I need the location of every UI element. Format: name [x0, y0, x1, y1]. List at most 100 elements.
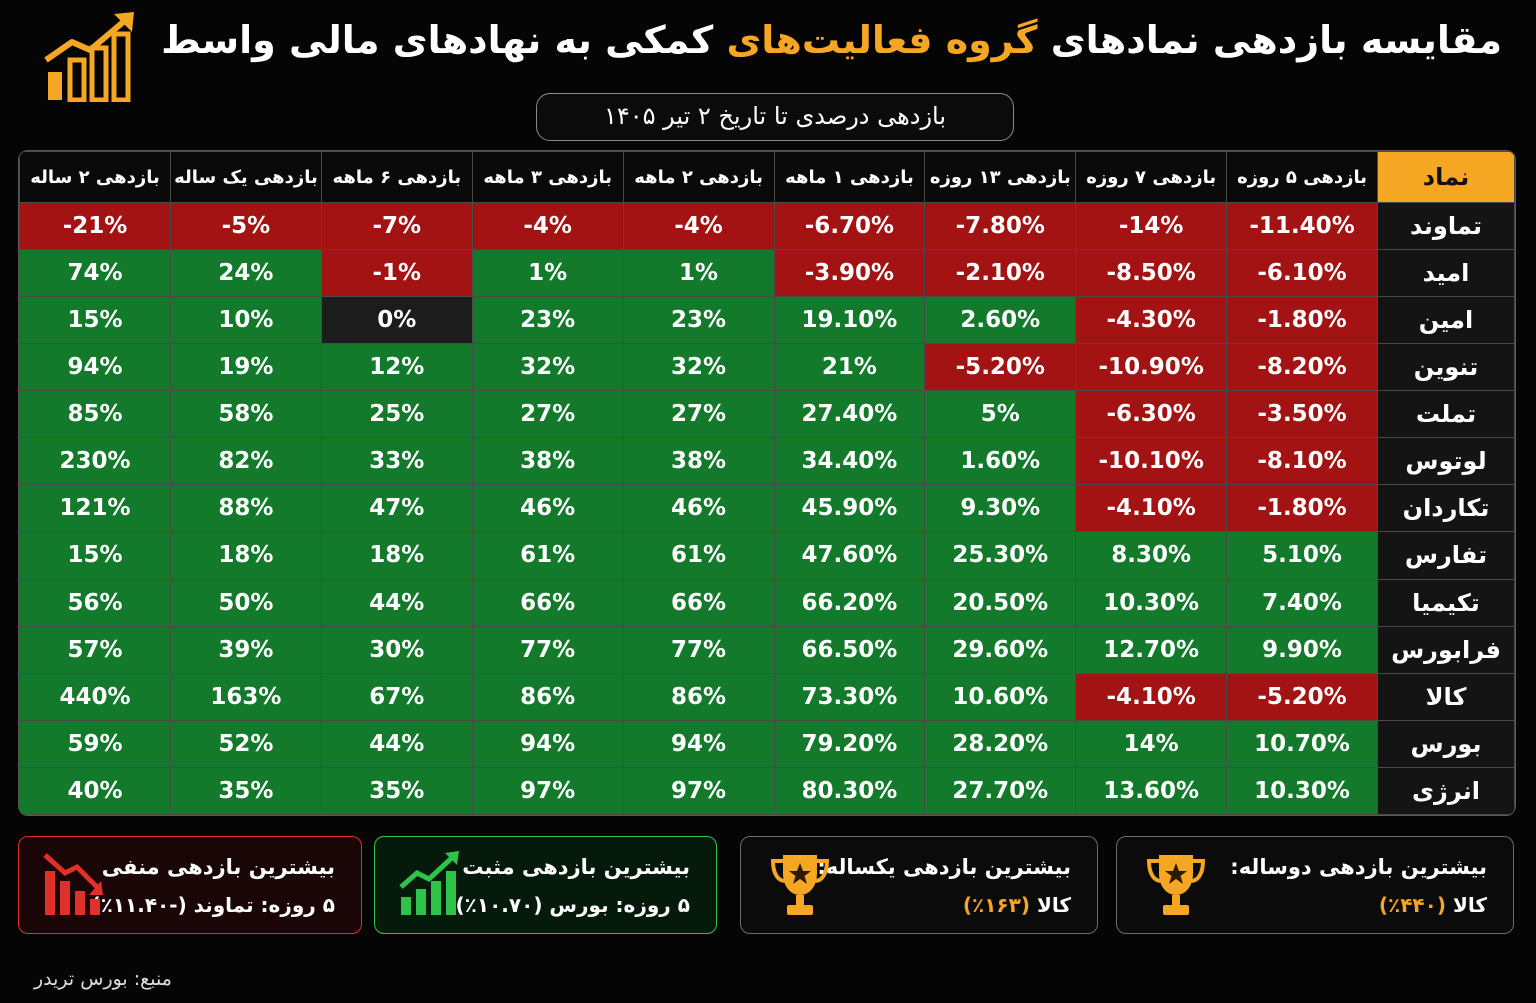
- return-value: -2.10%: [955, 260, 1045, 287]
- return-value: 47%: [369, 495, 425, 522]
- return-value: 15%: [67, 542, 123, 569]
- return-value: 7.40%: [1262, 589, 1342, 616]
- return-value: 73.30%: [801, 683, 898, 710]
- return-value: 23%: [671, 307, 727, 334]
- return-value: 18%: [218, 542, 274, 569]
- return-cell: 12%: [320, 343, 473, 392]
- return-cell: 77%: [622, 625, 775, 674]
- return-value: -4%: [523, 213, 572, 240]
- return-value: 66%: [520, 589, 576, 616]
- return-cell: 163%: [170, 672, 322, 721]
- symbol-cell: تکاردان: [1377, 484, 1515, 533]
- return-cell: 94%: [19, 343, 171, 392]
- return-value: 40%: [67, 777, 123, 804]
- return-cell: 27%: [471, 390, 624, 439]
- column-header-symbol: نماد: [1377, 151, 1515, 203]
- column-header: بازدهی ۱۳ روزه: [924, 151, 1077, 203]
- return-cell: 94%: [471, 719, 624, 768]
- return-value: 77%: [520, 636, 576, 663]
- return-value: 52%: [218, 730, 274, 757]
- return-value: 440%: [59, 683, 131, 710]
- return-value: 0%: [377, 307, 417, 334]
- header: مقایسه بازدهی نمادهای گروه فعالیت‌های کم…: [20, 8, 1516, 102]
- column-header: بازدهی یک ساله: [170, 151, 322, 203]
- return-value: 82%: [218, 448, 274, 475]
- return-cell: 9.90%: [1226, 625, 1378, 674]
- return-cell: 19%: [170, 343, 322, 392]
- table-row: فرابورس 9.90% 12.70% 29.60% 66.50% 77% 77% 30% 3…: [19, 625, 1515, 674]
- column-header: بازدهی ۲ ساله: [19, 151, 171, 203]
- return-value: 35%: [369, 777, 425, 804]
- return-cell: 67%: [320, 672, 473, 721]
- column-header: بازدهی ۵ روزه: [1226, 151, 1378, 203]
- return-cell: 88%: [170, 484, 322, 533]
- return-cell: -1.80%: [1226, 484, 1378, 533]
- return-value: 13.60%: [1103, 777, 1200, 804]
- return-cell: 52%: [170, 719, 322, 768]
- return-value: 2.60%: [960, 307, 1041, 334]
- card-sub: ۵ روزه: بورس (۱۰.۷۰٪): [455, 893, 690, 917]
- return-cell: 5.10%: [1226, 531, 1378, 580]
- return-value: 23%: [520, 307, 576, 334]
- return-cell: 1%: [471, 249, 624, 298]
- card-sub: ۵ روزه: تماوند (-۱۱.۴۰٪): [91, 893, 335, 917]
- card-title: بیشترین بازدهی یکساله:: [817, 855, 1071, 879]
- return-value: 97%: [520, 777, 576, 804]
- return-cell: -4%: [471, 201, 624, 251]
- return-cell: 20.50%: [924, 578, 1077, 627]
- title-part: کمکی به نهادهای مالی واسط: [161, 18, 727, 62]
- return-value: -8.10%: [1257, 448, 1347, 475]
- return-cell: 56%: [19, 578, 171, 627]
- return-cell: -3.50%: [1226, 390, 1378, 439]
- return-value: -10.10%: [1098, 448, 1204, 475]
- return-cell: 77%: [471, 625, 624, 674]
- return-value: 85%: [67, 401, 123, 428]
- return-cell: 44%: [320, 719, 473, 768]
- table-row: امید -6.10% -8.50% -2.10% -3.90% 1% 1% -1% 24% 74…: [19, 249, 1515, 298]
- return-value: 5.10%: [1262, 542, 1342, 569]
- column-header: بازدهی ۳ ماهه: [471, 151, 624, 203]
- return-value: -7%: [372, 213, 422, 240]
- return-value: 45.90%: [801, 495, 898, 522]
- return-cell: -1%: [320, 249, 473, 298]
- return-cell: 38%: [622, 437, 775, 486]
- return-value: 38%: [520, 448, 576, 475]
- table-header-row: نماد بازدهی ۵ روزه بازدهی ۷ روزه بازدهی ۱۳ …: [19, 151, 1515, 203]
- return-cell: 10.70%: [1226, 719, 1378, 768]
- column-header: بازدهی ۱ ماهه: [773, 151, 926, 203]
- return-value: 50%: [218, 589, 274, 616]
- return-value: 46%: [520, 495, 576, 522]
- return-cell: 32%: [471, 343, 624, 392]
- symbol-cell: فرابورس: [1377, 625, 1515, 674]
- return-value: 86%: [671, 683, 727, 710]
- return-cell: 61%: [471, 531, 624, 580]
- return-cell: 61%: [622, 531, 775, 580]
- return-value: 12.70%: [1103, 636, 1200, 663]
- return-cell: 12.70%: [1075, 625, 1228, 674]
- return-value: 10.70%: [1254, 730, 1350, 757]
- return-value: 27%: [520, 401, 576, 428]
- return-value: 19%: [218, 354, 274, 381]
- return-value: 97%: [671, 777, 727, 804]
- return-value: 58%: [218, 401, 274, 428]
- return-value: 29.60%: [952, 636, 1049, 663]
- return-cell: 40%: [19, 766, 171, 815]
- return-cell: -4%: [622, 201, 775, 251]
- table-row: لوتوس -8.10% -10.10% 1.60% 34.40% 38% 38% 33% 82…: [19, 437, 1515, 486]
- return-value: -6.70%: [804, 213, 895, 240]
- return-value: 94%: [520, 730, 576, 757]
- return-cell: 25%: [320, 390, 473, 439]
- return-cell: 23%: [622, 296, 775, 345]
- return-value: 28.20%: [952, 730, 1049, 757]
- return-value: 61%: [671, 542, 727, 569]
- growth-chart-icon: [44, 12, 134, 102]
- return-value: 10%: [218, 307, 274, 334]
- returns-table: نماد بازدهی ۵ روزه بازدهی ۷ روزه بازدهی ۱۳ …: [18, 150, 1516, 816]
- return-cell: -2.10%: [924, 249, 1077, 298]
- return-cell: -21%: [19, 201, 171, 251]
- return-value: 67%: [369, 683, 425, 710]
- return-cell: 86%: [622, 672, 775, 721]
- return-cell: 10.60%: [924, 672, 1077, 721]
- return-value: 21%: [821, 354, 877, 381]
- return-cell: 21%: [773, 343, 926, 392]
